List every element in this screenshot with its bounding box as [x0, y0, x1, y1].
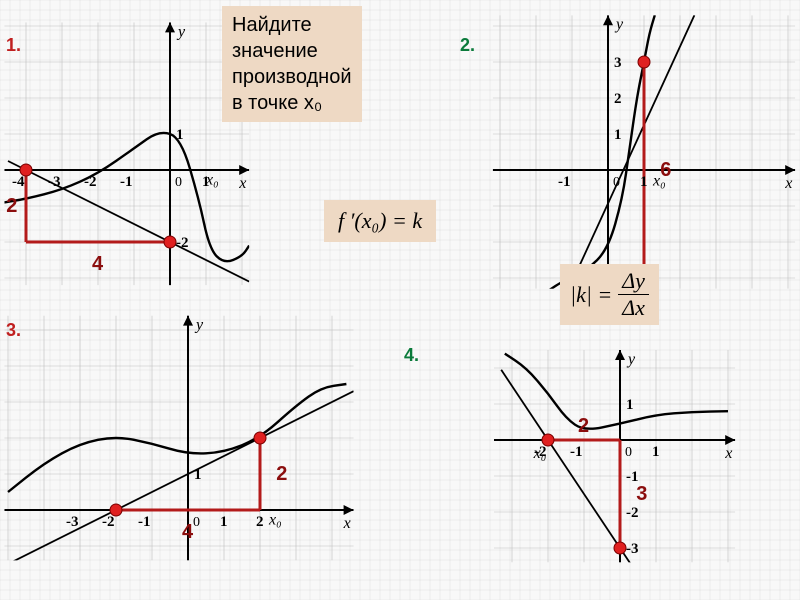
svg-text:0: 0	[625, 445, 632, 460]
svg-text:2: 2	[256, 514, 264, 530]
title-line-4: в точке x₀	[232, 90, 352, 116]
svg-text:2: 2	[614, 91, 622, 107]
svg-text:x₀: x₀	[205, 172, 219, 189]
svg-text:-3: -3	[48, 174, 61, 190]
panel-3-label: 3.	[6, 320, 21, 341]
svg-text:1: 1	[640, 174, 648, 190]
svg-text:-1: -1	[558, 174, 571, 190]
svg-text:x₀: x₀	[533, 445, 547, 462]
svg-text:x: x	[784, 175, 792, 192]
svg-text:y: y	[614, 16, 624, 33]
formula-slope: |k| = Δy Δx	[560, 264, 659, 325]
svg-text:1: 1	[194, 467, 202, 483]
formula-fprime-text: f ′(x₀) = k	[338, 208, 422, 233]
svg-text:y: y	[194, 317, 204, 334]
svg-text:-2: -2	[102, 514, 115, 530]
svg-text:-2: -2	[84, 174, 97, 190]
svg-text:2: 2	[6, 195, 17, 217]
svg-text:0: 0	[193, 515, 200, 530]
svg-text:x: x	[343, 515, 351, 532]
chart-canvas: xy0-4-3-2-11-21x₀24xy0-11123x₀62xy0-3-2-…	[0, 0, 800, 600]
formula-fprime: f ′(x₀) = k	[324, 200, 436, 242]
svg-text:0: 0	[175, 175, 182, 190]
svg-text:-4: -4	[12, 174, 25, 190]
svg-text:-3: -3	[66, 514, 79, 530]
svg-text:3: 3	[614, 55, 622, 71]
svg-text:2: 2	[276, 463, 287, 485]
panel-4-label: 4.	[404, 345, 419, 366]
svg-text:2: 2	[578, 415, 589, 437]
svg-text:3: 3	[636, 483, 647, 505]
svg-text:-3: -3	[626, 541, 639, 557]
svg-text:y: y	[176, 23, 186, 40]
title-line-2: значение	[232, 38, 352, 64]
svg-text:0: 0	[613, 175, 620, 190]
title-line-3: производной	[232, 64, 352, 90]
svg-text:4: 4	[92, 253, 104, 275]
svg-text:1: 1	[220, 514, 228, 530]
svg-text:6: 6	[660, 159, 671, 181]
svg-text:-1: -1	[570, 444, 583, 460]
svg-text:1: 1	[614, 127, 622, 143]
svg-text:-2: -2	[176, 235, 189, 251]
svg-text:x₀: x₀	[268, 512, 282, 529]
panel-2-label: 2.	[460, 35, 475, 56]
panel-1-label: 1.	[6, 35, 21, 56]
svg-text:4: 4	[182, 521, 194, 543]
title-line-1: Найдите	[232, 12, 352, 38]
svg-text:x: x	[724, 445, 732, 462]
svg-text:-1: -1	[138, 514, 151, 530]
svg-text:1: 1	[176, 127, 184, 143]
svg-text:-1: -1	[120, 174, 133, 190]
svg-text:1: 1	[652, 444, 660, 460]
svg-text:x: x	[238, 175, 246, 192]
svg-text:y: y	[626, 351, 636, 368]
title-box: Найдите значение производной в точке x₀	[222, 6, 362, 122]
svg-text:1: 1	[626, 397, 634, 413]
svg-text:-2: -2	[626, 505, 639, 521]
